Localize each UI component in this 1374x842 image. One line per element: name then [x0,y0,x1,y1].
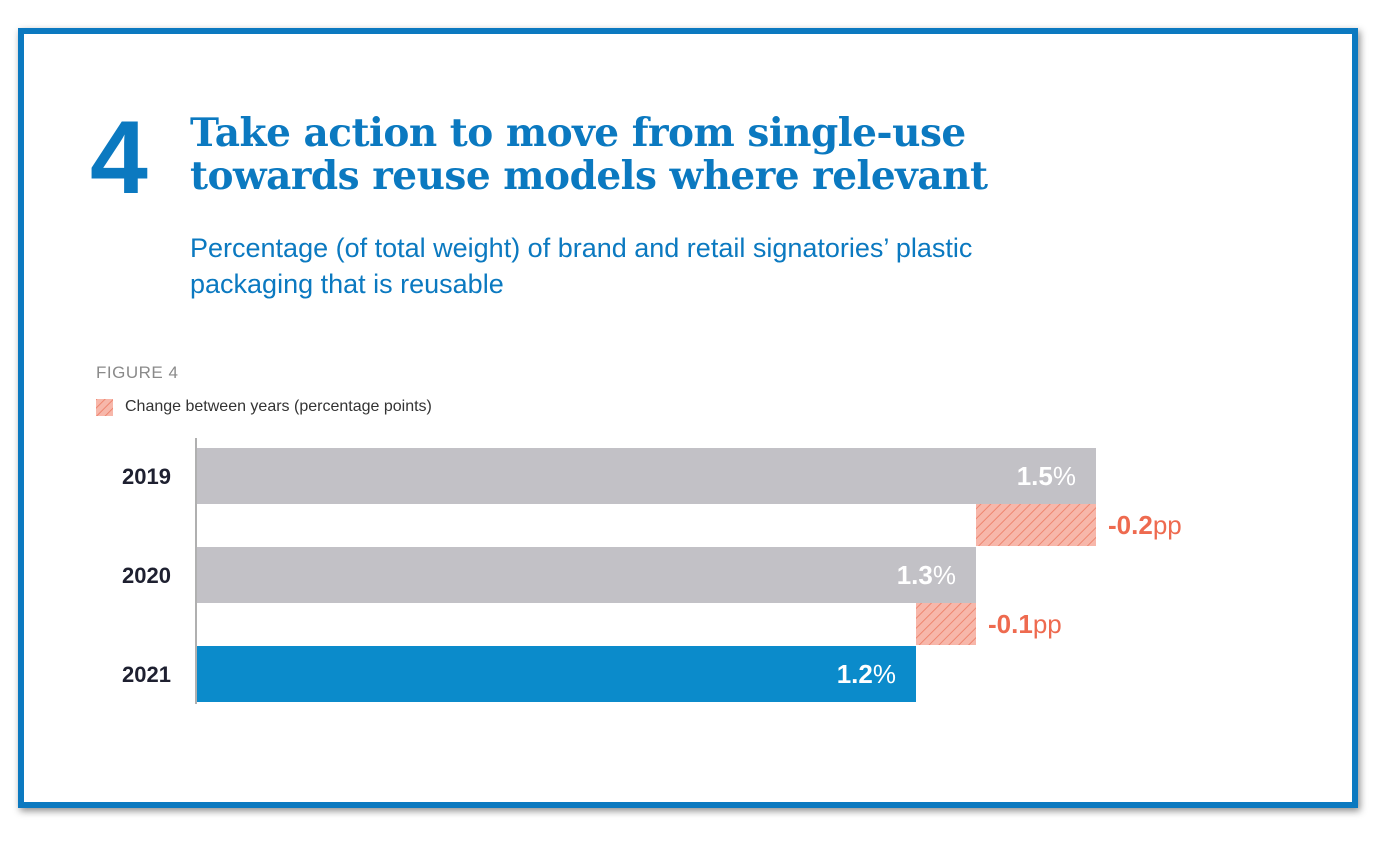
bar-chart: 2019 1.5% 2020 1.3% 2021 1.2% -0.2pp -0.1pp [122,438,1182,704]
bar-2020 [196,547,976,603]
change-bar-2020 [976,504,1096,546]
legend-label: Change between years (percentage points) [125,398,432,415]
chart-subtitle: Percentage (of total weight) of brand an… [190,230,1190,302]
bar-2019 [196,448,1096,504]
page-title: Take action to move from single-use towa… [190,112,1190,198]
year-label-2020: 2020 [122,563,171,588]
change-label-2020: -0.2pp [1108,510,1182,540]
year-label-2021: 2021 [122,662,171,687]
chart-legend: Change between years (percentage points) [96,398,432,416]
value-label-2019: 1.5% [1017,461,1076,491]
title-line: Take action to move from single-use [190,110,966,156]
subtitle-line: Percentage (of total weight) of brand an… [190,233,973,263]
bar-2021 [196,646,916,702]
figure-frame: 4 Take action to move from single-use to… [18,28,1358,808]
figure-label: FIGURE 4 [96,363,179,382]
change-label-2021: -0.1pp [988,609,1062,639]
value-label-2021: 1.2% [837,659,896,689]
year-label-2019: 2019 [122,464,171,489]
section-number: 4 [90,100,148,216]
subtitle-line: packaging that is reusable [190,269,504,299]
value-label-2020: 1.3% [897,560,956,590]
title-line: towards reuse models where relevant [190,153,988,199]
hatch-swatch-icon [96,398,113,416]
change-bar-2021 [916,603,976,645]
